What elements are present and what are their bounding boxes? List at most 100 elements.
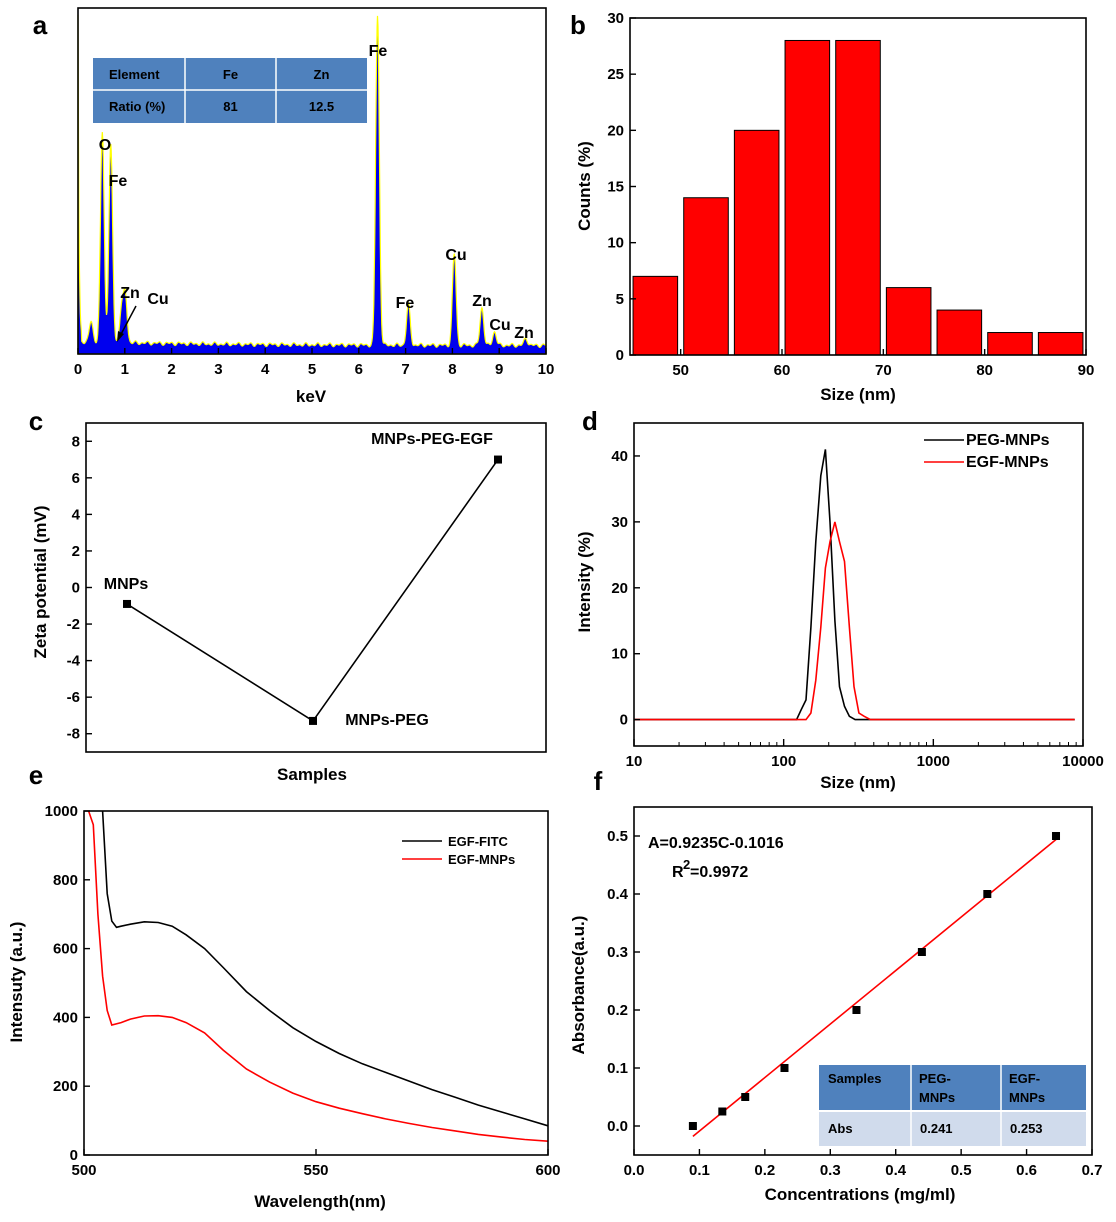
- dls-series-line: [634, 521, 1075, 721]
- legend-label: EGF-MNPs: [966, 454, 1049, 471]
- y-tick-label: 0.2: [607, 1002, 628, 1019]
- y-tick-label: 25: [607, 66, 624, 83]
- panel-c: 8 6 4 2 0 -2 -4 -6 -8 MNPs MNPs-PEG MNPs-PEG-EGF Sam…: [29, 406, 547, 784]
- plot-frame: [633, 806, 1093, 1156]
- panel-label-f: f: [594, 766, 603, 796]
- peak-label: Cu: [489, 317, 510, 334]
- panel-f: 0.0 0.1 0.2 0.3 0.4 0.5 0.6 0.7 0.0 0.1 0.2 0.3 0.4 0…: [569, 766, 1102, 1204]
- table-header-cell: Zn: [314, 67, 330, 82]
- x-tick-label: 6: [355, 361, 363, 378]
- x-tick-label: 600: [535, 1162, 560, 1179]
- table-cell: 0.241: [920, 1121, 953, 1136]
- x-tick-label: 0.0: [624, 1162, 645, 1179]
- x-tick-label: 7: [401, 361, 409, 378]
- table-header-cell: MNPs: [919, 1090, 955, 1105]
- y-tick-label: 15: [607, 179, 624, 196]
- histogram-bar: [885, 287, 932, 356]
- data-point: [917, 948, 926, 956]
- x-tick-label: 0.2: [754, 1162, 775, 1179]
- sample-label: MNPs-PEG: [345, 712, 429, 729]
- x-tick-label: 80: [976, 362, 993, 379]
- y-tick-label: 0.5: [607, 828, 628, 845]
- y-tick-label: 200: [53, 1078, 78, 1095]
- x-tick-label: 10000: [1062, 753, 1104, 770]
- r-squared-value: =0.9972: [690, 864, 748, 881]
- y-axis-label: Absorbance(a.u.): [569, 916, 588, 1055]
- y-tick-label: 0.4: [607, 886, 629, 903]
- y-axis-label: Intensuty (a.u.): [7, 922, 26, 1043]
- x-tick-label: 1000: [917, 753, 950, 770]
- peak-label: Cu: [445, 247, 466, 264]
- y-tick-label: 0.3: [607, 944, 628, 961]
- x-tick-label: 0.1: [689, 1162, 710, 1179]
- panel-b: 50 60 70 80 90 0 5 10 15 20 25 30 Size (nm) Counts (%…: [570, 10, 1094, 404]
- fit-equation: A=0.9235C-0.1016: [648, 835, 784, 852]
- table-cell: 0.253: [1010, 1121, 1043, 1136]
- x-tick-label: 1: [121, 361, 129, 378]
- x-axis-label: Wavelength(nm): [254, 1192, 386, 1211]
- panel-label-a: a: [33, 10, 48, 40]
- zeta-point: [494, 455, 502, 464]
- spectrum-area: [77, 14, 547, 355]
- table-header-cell: PEG-: [919, 1071, 951, 1086]
- x-tick-label: 0: [74, 361, 82, 378]
- y-tick-label: 20: [611, 580, 628, 597]
- dls-series-line: [634, 449, 1075, 721]
- sample-label: MNPs: [104, 576, 149, 593]
- r-squared-label: R: [672, 864, 684, 881]
- table-cell: Ratio (%): [109, 99, 165, 114]
- x-tick-label: 10: [538, 361, 555, 378]
- peak-label: Fe: [109, 173, 128, 190]
- x-axis-label: Samples: [277, 765, 347, 784]
- y-tick-label: 30: [611, 514, 628, 531]
- table-cell: 12.5: [309, 99, 334, 114]
- zeta-point: [309, 716, 317, 725]
- y-axis-label: Intensity (%): [575, 531, 594, 632]
- sample-label: MNPs-PEG-EGF: [371, 431, 493, 448]
- peak-label: O: [99, 137, 111, 154]
- histogram-bar: [784, 39, 831, 356]
- zeta-line: [126, 459, 499, 722]
- peak-label: Cu: [147, 291, 168, 308]
- x-tick-label: 500: [71, 1162, 96, 1179]
- table-header-cell: Samples: [828, 1071, 881, 1086]
- fit-line: [692, 838, 1057, 1138]
- y-axis-label: Counts (%): [575, 141, 594, 231]
- panel-label-c: c: [29, 406, 43, 436]
- panel-label-d: d: [582, 406, 598, 436]
- panel-e: 500 550 600 0 200 400 600 800 1000 Wavelength(nm)…: [7, 760, 561, 1211]
- data-point: [1052, 832, 1061, 840]
- legend: EGF-FITC EGF-MNPs: [402, 834, 515, 867]
- x-axis-label: Size (nm): [820, 385, 896, 404]
- plot-frame: [85, 422, 547, 753]
- table-body-bg: [819, 1111, 1086, 1146]
- y-tick-label: 1000: [45, 803, 78, 820]
- y-tick-label: 600: [53, 941, 78, 958]
- table-cell: Abs: [828, 1121, 853, 1136]
- x-tick-label: 4: [261, 361, 270, 378]
- y-tick-label: 10: [607, 235, 624, 252]
- table-header-cell: Fe: [223, 67, 238, 82]
- plot-frame: [633, 422, 1084, 747]
- peak-label: Fe: [396, 295, 415, 312]
- y-tick-label: 2: [72, 543, 80, 560]
- data-point: [741, 1093, 750, 1101]
- histogram-bar: [936, 309, 983, 356]
- x-tick-label: 550: [303, 1162, 328, 1179]
- histogram-bar: [733, 129, 780, 356]
- histogram-bar: [835, 39, 881, 356]
- x-tick-label: 0.3: [820, 1162, 841, 1179]
- y-tick-label: 4: [72, 506, 81, 523]
- y-tick-label: 20: [607, 122, 624, 139]
- peak-label: Zn: [120, 285, 140, 302]
- x-axis-label: Concentrations (mg/ml): [765, 1185, 956, 1204]
- peak-pointer-arrowhead: [117, 331, 124, 342]
- y-tick-label: -4: [67, 653, 81, 670]
- legend-label: EGF-MNPs: [448, 852, 515, 867]
- panel-d: 10 100 1000 10000 0 10 20 30 40 Size (nm) Intensit…: [575, 406, 1104, 792]
- data-point: [718, 1107, 727, 1116]
- y-tick-label: 40: [611, 448, 628, 465]
- peak-label: Zn: [514, 325, 534, 342]
- y-tick-label: 0: [72, 580, 80, 597]
